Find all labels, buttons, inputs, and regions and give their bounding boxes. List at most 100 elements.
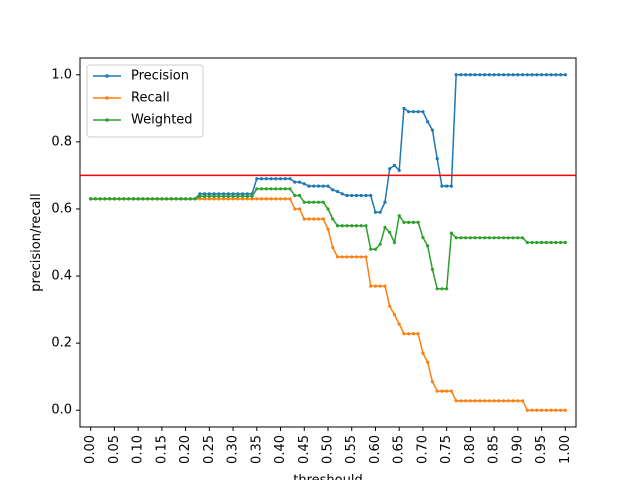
data-point-precision: [373, 210, 378, 214]
data-point-recall: [549, 408, 553, 412]
data-point-recall: [544, 408, 548, 412]
data-point-recall: [259, 197, 264, 201]
data-point-recall: [468, 399, 472, 403]
legend-item-precision: Precision: [93, 69, 189, 84]
data-point-recall: [426, 360, 430, 364]
data-point-precision: [388, 167, 392, 171]
data-point-recall: [340, 255, 344, 259]
data-point-precision: [454, 73, 458, 77]
data-point-recall: [198, 197, 202, 201]
data-point-recall: [369, 284, 373, 288]
x-tick-label: 0.60: [368, 435, 383, 464]
x-tick-label: 0.00: [83, 435, 98, 464]
data-point-precision: [359, 193, 363, 198]
x-tick-label: 0.25: [202, 435, 217, 464]
data-point-weighted: [269, 187, 273, 191]
data-point-weighted: [511, 236, 515, 240]
data-point-weighted: [321, 200, 325, 204]
data-point-weighted: [302, 200, 306, 204]
data-point-weighted: [226, 194, 230, 198]
x-tick-label: 0.95: [534, 435, 549, 464]
data-point-recall: [554, 408, 558, 412]
data-point-recall: [440, 389, 444, 393]
data-point-recall: [354, 255, 359, 259]
x-tick-label: 0.30: [226, 435, 241, 464]
data-point-weighted: [369, 247, 373, 251]
series-layer: [89, 73, 567, 412]
data-point-precision: [269, 177, 273, 181]
data-point-weighted: [440, 287, 444, 291]
data-point-recall: [483, 399, 487, 403]
data-point-weighted: [278, 187, 283, 191]
data-point-weighted: [160, 197, 164, 201]
data-point-weighted: [483, 236, 487, 240]
data-point-weighted: [558, 240, 563, 245]
y-axis-label: precision/recall: [29, 193, 44, 291]
data-point-weighted: [544, 240, 548, 245]
data-point-weighted: [435, 287, 439, 291]
data-point-precision: [364, 193, 368, 198]
data-point-weighted: [316, 200, 321, 204]
data-point-precision: [297, 180, 302, 184]
data-point-weighted: [174, 197, 178, 201]
data-point-weighted: [245, 194, 249, 198]
data-point-precision: [492, 73, 496, 77]
data-point-weighted: [359, 224, 363, 228]
data-point-recall: [316, 217, 321, 221]
data-point-recall: [221, 197, 226, 201]
x-tick-label: 0.70: [415, 435, 430, 464]
data-point-recall: [525, 408, 529, 412]
data-point-recall: [421, 351, 425, 355]
x-tick-label: 0.75: [439, 435, 454, 464]
data-point-precision: [307, 184, 311, 188]
data-point-weighted: [293, 193, 297, 198]
data-point-weighted: [231, 194, 235, 198]
data-point-recall: [473, 399, 477, 403]
legend-label: Weighted: [131, 113, 193, 128]
data-point-weighted: [136, 197, 140, 201]
data-point-precision: [421, 110, 425, 114]
data-point-recall: [364, 255, 368, 259]
data-point-precision: [435, 157, 439, 161]
data-point-weighted: [492, 236, 496, 240]
data-point-recall: [212, 197, 216, 201]
data-point-weighted: [350, 224, 354, 228]
data-point-precision: [483, 73, 487, 77]
data-point-recall: [539, 408, 544, 412]
data-point-recall: [250, 197, 254, 201]
data-point-precision: [340, 192, 344, 196]
data-point-recall: [302, 217, 306, 221]
data-point-recall: [445, 389, 449, 393]
data-point-precision: [440, 184, 444, 188]
data-point-weighted: [312, 200, 316, 204]
data-point-weighted: [549, 240, 553, 245]
data-point-recall: [217, 197, 221, 201]
data-point-precision: [383, 200, 387, 204]
data-point-recall: [326, 227, 330, 231]
data-point-precision: [345, 193, 349, 198]
data-point-recall: [226, 197, 230, 201]
data-point-weighted: [430, 267, 435, 271]
data-point-weighted: [98, 197, 102, 201]
data-point-weighted: [539, 240, 544, 245]
legend-item-recall: Recall: [93, 91, 170, 106]
data-point-recall: [464, 399, 468, 403]
y-tick-label: 0.6: [51, 201, 72, 216]
data-point-weighted: [364, 224, 368, 228]
data-point-weighted: [421, 235, 425, 240]
data-point-recall: [478, 399, 482, 403]
data-point-weighted: [307, 200, 311, 204]
data-point-precision: [293, 180, 297, 184]
data-point-precision: [221, 192, 226, 196]
data-point-recall: [373, 284, 378, 288]
data-point-weighted: [464, 236, 468, 240]
data-point-precision: [525, 73, 529, 77]
data-point-weighted: [445, 287, 449, 291]
data-point-weighted: [89, 197, 93, 201]
data-point-weighted: [535, 240, 539, 245]
data-point-recall: [407, 332, 411, 336]
y-tick-label: 1.0: [51, 67, 72, 82]
data-point-precision: [506, 73, 510, 77]
data-point-precision: [354, 193, 359, 198]
